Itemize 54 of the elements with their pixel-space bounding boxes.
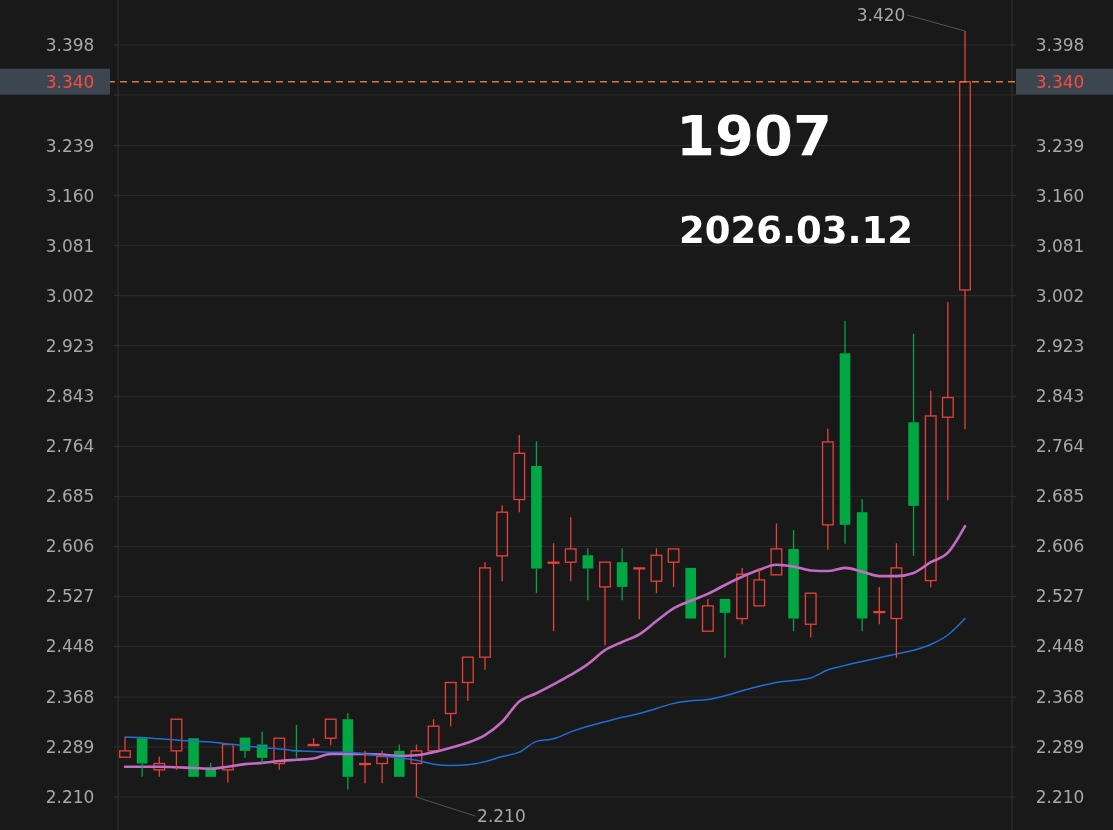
y-tick-label: 2.923 [45, 335, 95, 356]
y-tick-label: 2.527 [45, 586, 95, 607]
y-tick-label: 3.081 [45, 235, 95, 256]
y-tick-label: 2.448 [45, 636, 95, 657]
y2-tick-label: 3.081 [1035, 235, 1085, 256]
y2-tick-label: 3.239 [1035, 135, 1085, 156]
y2-tick-label: 3.160 [1035, 185, 1085, 206]
ref-line-label: 3.340 [45, 71, 95, 92]
candlestick [564, 516, 577, 582]
y2-tick-label: 3.002 [1035, 285, 1085, 306]
candlestick [547, 542, 560, 632]
candlestick [479, 561, 491, 671]
candlestick [821, 427, 834, 551]
y2-tick-label: 2.368 [1035, 687, 1085, 707]
candlestick [616, 547, 628, 601]
y-tick-label: 2.606 [45, 536, 95, 557]
annotation: 3.420 [856, 4, 906, 25]
y2-tick-label: 2.448 [1035, 636, 1085, 657]
candlestick [531, 440, 542, 594]
candlestick [839, 320, 851, 545]
candlestick [736, 567, 749, 625]
candlestick [496, 504, 509, 582]
line-series [124, 617, 966, 767]
candlestick [856, 498, 868, 632]
candlestick [359, 750, 371, 784]
text: 2026.03.12 [678, 209, 914, 252]
y2-tick-label: 2.527 [1035, 586, 1085, 607]
y2-tick-label: 2.843 [1035, 386, 1085, 407]
candlestick [582, 547, 594, 601]
candlestick [376, 750, 389, 784]
y-tick-label: 2.289 [45, 737, 95, 758]
y2-tick-label: 2.764 [1035, 436, 1085, 457]
y-tick-label: 3.398 [45, 34, 95, 55]
candlestick [890, 542, 903, 659]
y2-tick-label: 2.210 [1035, 787, 1085, 808]
y-tick-label: 2.843 [45, 386, 95, 407]
y-tick-label: 2.685 [45, 486, 95, 507]
text: 3.340 [1035, 71, 1085, 92]
text: 1907 [676, 103, 832, 168]
y-tick-label: 3.239 [45, 135, 95, 156]
y2-tick-label: 2.923 [1035, 335, 1085, 356]
candlestick [941, 301, 954, 501]
annotation: 2.210 [477, 806, 526, 827]
candlestick [959, 30, 971, 430]
y-tick-label: 3.160 [45, 185, 95, 206]
candlestick [908, 333, 919, 557]
y2-tick-label: 2.289 [1035, 737, 1085, 758]
y2-tick-label: 3.398 [1035, 34, 1085, 55]
y2-tick-label: 2.685 [1035, 486, 1085, 507]
y-tick-label: 3.002 [45, 285, 95, 306]
y2-tick-label: 2.606 [1035, 536, 1085, 557]
y-tick-label: 2.368 [45, 687, 95, 707]
y-tick-label: 2.764 [45, 436, 95, 457]
y-tick-label: 2.210 [45, 787, 95, 808]
